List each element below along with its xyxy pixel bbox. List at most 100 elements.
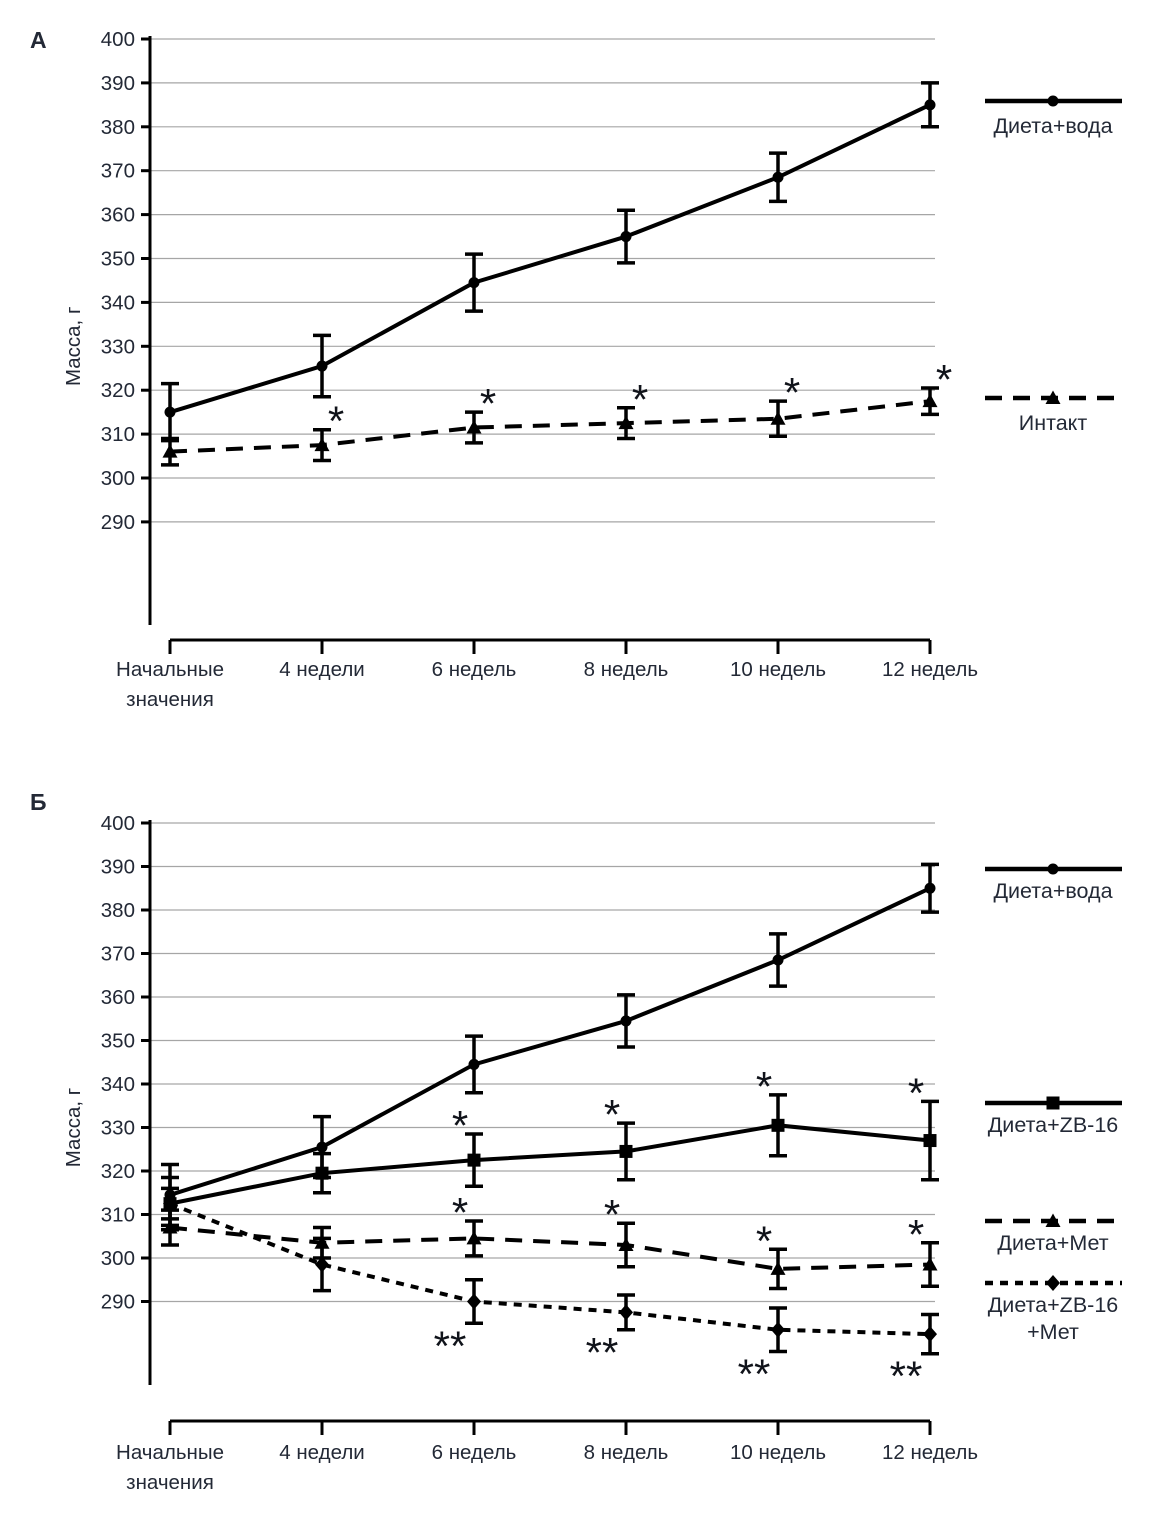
x-category-label: 6 недель [432, 658, 517, 681]
circle-marker [316, 1141, 328, 1153]
significance-asterisk: ** [434, 1322, 467, 1369]
panel-a-y-axis: 400 390 380 370 360 350 340 330 320 310 300 290 [101, 28, 152, 625]
x-category-label: 10 недель [730, 658, 826, 681]
y-tick-label: 300 [101, 1247, 135, 1270]
diamond-marker [467, 1293, 481, 1310]
panel-b-letter: Б [30, 789, 47, 815]
diamond-marker [619, 1304, 633, 1321]
y-tick-label: 360 [101, 204, 135, 227]
x-category-label: 12 недель [882, 658, 978, 681]
significance-asterisk: ** [586, 1329, 619, 1376]
panel-b-series-3-line [169, 1201, 931, 1337]
triangle-marker [466, 420, 482, 434]
panel-b-series-1: * * * * [161, 1063, 939, 1232]
x-category-label: Начальные [116, 658, 224, 681]
y-tick-label: 310 [101, 423, 135, 446]
panel-a-gridlines [150, 38, 935, 523]
panel-b: 400 390 380 370 360 350 340 330 320 310 300 290 Масс… [30, 789, 1122, 1494]
circle-marker [620, 231, 632, 243]
legend-label: Диета+вода [993, 879, 1112, 903]
panel-b-legend-2: Диета+Мет [985, 1213, 1122, 1255]
y-tick-label: 320 [101, 1160, 135, 1183]
x-category-label: значения [126, 688, 214, 711]
significance-asterisk: * [452, 1102, 468, 1149]
legend-label: Диета+вода [993, 114, 1112, 138]
panel-b-series-2: * * * * [161, 1189, 939, 1291]
triangle-marker [922, 1257, 938, 1271]
panel-b-series-0-line [169, 886, 931, 1197]
y-tick-label: 320 [101, 379, 135, 402]
significance-asterisk: ** [890, 1353, 923, 1400]
significance-asterisk: * [480, 380, 496, 427]
diamond-marker [315, 1256, 329, 1273]
x-category-label: 4 недели [279, 658, 364, 681]
legend-label: Диета+ZB-16 [988, 1113, 1119, 1137]
y-tick-label: 370 [101, 160, 135, 183]
panel-b-series-1-line [169, 1123, 931, 1206]
y-tick-label: 290 [101, 511, 135, 534]
diamond-marker [771, 1321, 785, 1338]
significance-asterisk: * [604, 1191, 620, 1238]
significance-asterisk: * [604, 1091, 620, 1138]
legend-triangle-marker [1045, 1213, 1061, 1227]
panel-a-legend-0: Диета+вода [985, 95, 1122, 138]
x-category-label: Начальные [116, 1441, 224, 1464]
y-tick-label: 340 [101, 291, 135, 314]
panel-b-series-2-error-bars [161, 1208, 939, 1291]
y-tick-label: 310 [101, 1204, 135, 1227]
panel-a-y-axis-title: Масса, г [62, 307, 85, 386]
circle-marker [468, 1058, 480, 1070]
significance-asterisk: * [328, 398, 344, 445]
triangle-marker [162, 1220, 178, 1234]
legend-triangle-marker [1045, 390, 1061, 404]
panel-a-x-axis: Начальные значения 4 недели 6 недель 8 недел… [116, 638, 978, 711]
circle-marker [620, 1015, 632, 1027]
significance-asterisk: * [452, 1189, 468, 1236]
y-tick-label: 380 [101, 116, 135, 139]
circle-marker [772, 171, 784, 183]
y-tick-label: 350 [101, 248, 135, 271]
y-tick-label: 340 [101, 1073, 135, 1096]
panel-a-legend-1: Интакт [985, 390, 1122, 435]
significance-asterisk: * [756, 1063, 772, 1110]
square-marker [619, 1144, 633, 1158]
triangle-marker [466, 1230, 482, 1245]
diamond-marker [163, 1195, 177, 1212]
circle-marker [772, 954, 784, 966]
panel-b-y-axis-title: Масса, г [62, 1088, 85, 1167]
panel-b-series-2-line [169, 1225, 931, 1271]
x-category-label: 4 недели [279, 1441, 364, 1464]
y-tick-label: 370 [101, 943, 135, 966]
panel-b-series-3-error-bars [161, 1186, 939, 1356]
panel-a-letter: А [30, 27, 47, 53]
square-marker [315, 1166, 329, 1180]
x-category-label: 12 недель [882, 1441, 978, 1464]
significance-asterisk: ** [738, 1351, 771, 1398]
triangle-marker [770, 1261, 786, 1275]
panel-a-series-0 [161, 81, 939, 443]
triangle-marker [770, 411, 786, 425]
legend-label: +Мет [1027, 1320, 1079, 1344]
circle-marker [316, 360, 328, 372]
circle-marker [164, 406, 176, 418]
circle-marker [468, 277, 480, 289]
legend-square-marker [1046, 1096, 1060, 1110]
significance-asterisk: * [756, 1217, 772, 1264]
significance-asterisk: * [936, 356, 952, 403]
panel-b-legend-0: Диета+вода [985, 863, 1122, 903]
square-marker [467, 1153, 481, 1167]
panel-b-legend-1: Диета+ZB-16 [985, 1096, 1122, 1137]
panel-a-series-1-line [169, 399, 931, 454]
y-tick-label: 330 [101, 335, 135, 358]
y-tick-label: 300 [101, 467, 135, 490]
x-category-label: 6 недель [432, 1441, 517, 1464]
y-tick-label: 390 [101, 856, 135, 879]
panel-a-series-0-error-bars [161, 81, 939, 443]
triangle-marker [314, 437, 330, 452]
square-marker [923, 1134, 937, 1148]
panel-a-series-1-error-bars [161, 386, 939, 467]
panel-b-gridlines [150, 822, 935, 1303]
legend-label: Диета+Мет [997, 1231, 1108, 1255]
y-tick-label: 400 [101, 28, 135, 51]
circle-marker [924, 882, 936, 894]
